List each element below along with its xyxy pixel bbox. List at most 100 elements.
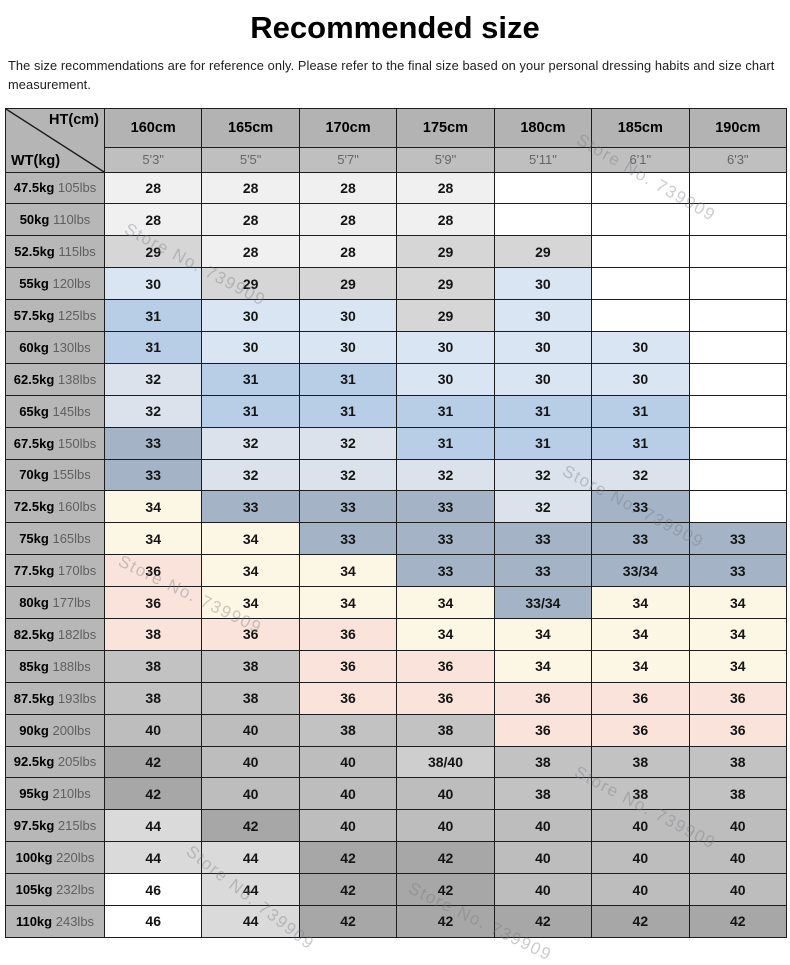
size-cell: 34 [688,649,788,683]
size-cell: 46 [103,873,203,906]
table-row: 72.5kg 160lbs 34 33 33 33 32 33 [5,490,788,524]
weight-lbs-label: 155lbs [52,467,91,483]
size-cell: 40 [591,841,690,875]
size-cell: 28 [201,235,300,269]
size-cell: 40 [201,745,300,779]
weight-kg-label: 60kg [19,339,49,355]
size-cell: 31 [591,426,690,460]
weight-kg-label: 55kg [19,276,49,292]
size-cell [688,203,788,237]
col-header-cm: 170cm [298,107,398,148]
size-cell: 32 [298,426,398,460]
size-cell: 36 [396,649,495,683]
weight-lbs-label: 110lbs [52,212,91,228]
weight-row-header: 87.5kg 193lbs [5,681,105,715]
size-cell: 32 [298,458,398,492]
size-cell: 30 [201,299,300,332]
size-cell [688,362,788,396]
weight-row-header: 60kg 130lbs [5,330,105,364]
table-row: 52.5kg 115lbs 29 28 28 29 29 [5,235,788,269]
size-cell: 36 [688,713,788,747]
size-cell: 30 [591,362,690,396]
weight-kg-label: 75kg [19,531,49,547]
size-cell: 34 [201,586,300,619]
size-cell [688,330,788,364]
col-header-cm: 185cm [591,107,690,148]
weight-kg-label: 97.5kg [13,818,55,834]
size-cell: 40 [298,777,398,811]
table-row: 85kg 188lbs 38 38 36 36 34 34 34 [5,649,788,683]
size-cell: 33 [396,490,495,524]
weight-row-header: 70kg 155lbs [5,458,105,492]
size-cell: 28 [201,171,300,205]
size-cell: 28 [298,171,398,205]
weight-row-header: 100kg 220lbs [5,841,105,875]
size-cell: 42 [396,841,495,875]
size-cell: 42 [103,777,203,811]
size-cell: 36 [103,586,203,619]
size-cell: 38 [688,777,788,811]
size-cell: 28 [298,203,398,237]
weight-kg-label: 105kg [15,882,53,898]
size-cell: 40 [591,873,690,906]
size-cell: 34 [591,649,690,683]
col-header-ft: 5'3" [103,146,203,173]
size-cell: 40 [396,809,495,843]
table-body: 47.5kg 105lbs 28 28 28 28 50kg 110lbs 28 28 28 28… [5,171,788,938]
size-cell: 42 [298,873,398,906]
size-cell: 42 [591,905,690,938]
table-row: 65kg 145lbs 32 31 31 31 31 31 [5,394,788,428]
size-cell [688,267,788,301]
size-cell: 31 [591,394,690,428]
weight-row-header: 55kg 120lbs [5,267,105,301]
weight-row-header: 92.5kg 205lbs [5,745,105,779]
size-cell: 30 [493,299,593,332]
size-cell: 31 [493,394,593,428]
size-cell: 29 [298,267,398,301]
weight-kg-label: 110kg [15,913,53,929]
weight-row-header: 82.5kg 182lbs [5,617,105,651]
weight-lbs-label: 220lbs [56,850,95,866]
weight-lbs-label: 105lbs [57,180,97,196]
size-cell: 40 [201,713,300,747]
size-cell: 30 [493,330,593,364]
table-row: 55kg 120lbs 30 29 29 29 30 [5,267,788,301]
weight-kg-label: 65kg [19,403,49,419]
col-header-cm: 180cm [493,107,593,148]
size-cell: 34 [103,490,203,524]
weight-row-header: 105kg 232lbs [5,873,105,906]
table-row: 77.5kg 170lbs 36 34 34 33 33 33/34 33 [5,554,788,588]
size-cell: 44 [103,841,203,875]
corner-wt-label: WT(kg) [11,152,61,169]
size-cell [493,171,593,205]
size-cell: 28 [103,203,203,237]
weight-row-header: 52.5kg 115lbs [5,235,105,269]
size-cell: 40 [688,809,788,843]
weight-row-header: 90kg 200lbs [5,713,105,747]
weight-row-header: 110kg 243lbs [5,905,105,938]
weight-row-header: 72.5kg 160lbs [5,490,105,524]
size-cell: 33/34 [493,586,593,619]
size-cell: 36 [591,681,690,715]
size-cell: 28 [298,235,398,269]
table-row: 50kg 110lbs 28 28 28 28 [5,203,788,237]
size-cell: 31 [396,394,495,428]
table-row: 70kg 155lbs 33 32 32 32 32 32 [5,458,788,492]
col-header-ft: 5'11" [493,146,593,173]
weight-row-header: 80kg 177lbs [5,586,105,619]
weight-row-header: 65kg 145lbs [5,394,105,428]
weight-row-header: 62.5kg 138lbs [5,362,105,396]
size-cell [688,394,788,428]
size-cell [591,203,690,237]
size-table: HT(cm) WT(kg) 160cm 165cm 170cm 175cm 180cm 1… [5,107,788,938]
weight-lbs-label: 130lbs [52,339,91,355]
size-cell: 36 [591,713,690,747]
size-cell: 34 [591,617,690,651]
weight-kg-label: 90kg [19,722,49,738]
size-cell: 42 [688,905,788,938]
col-header-ft: 5'5" [201,146,300,173]
size-cell: 32 [493,458,593,492]
size-cell: 40 [298,809,398,843]
size-cell: 34 [396,617,495,651]
weight-lbs-label: 193lbs [57,690,97,706]
